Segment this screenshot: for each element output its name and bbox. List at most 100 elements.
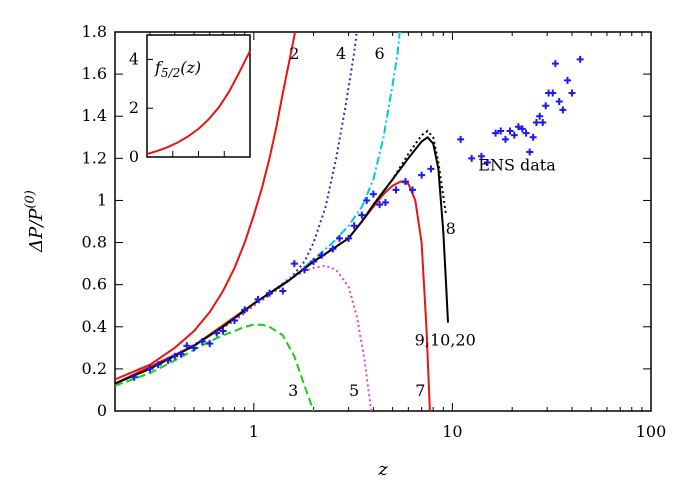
y-tick-label: 0.4: [82, 317, 107, 336]
ens-data-point: [506, 127, 514, 135]
y-axis: 0 0.2 0.4 0.6 0.8 1 1.2 1.4 1.6 1.8: [82, 22, 651, 420]
inset-label-sub: 5/2: [161, 66, 180, 80]
x-axis: 1 10 100: [114, 32, 667, 441]
main-plot: 0 0.2 0.4 0.6 0.8 1 1.2 1.4 1.6 1.8 1 10 100 2 4 6 3 5 7…: [82, 22, 667, 441]
y-axis-title-main: ΔP/P: [26, 208, 47, 253]
ens-data-point: [290, 260, 298, 268]
ens-data-point: [564, 76, 572, 84]
y-tick-label: 1.2: [82, 148, 107, 167]
ens-data-point: [555, 97, 563, 105]
y-tick-label: 0: [97, 401, 107, 420]
inset-label-arg: (z): [180, 58, 201, 77]
ens-data-point: [483, 159, 491, 167]
y-tick-label: 1.8: [82, 22, 107, 41]
curve-2: [115, 32, 297, 381]
ens-data-point: [146, 365, 154, 373]
ens-data-point: [492, 129, 500, 137]
ens-data-point: [522, 129, 530, 137]
curve-9-10-20: [115, 135, 449, 385]
ens-data-point: [497, 127, 505, 135]
ens-data-point: [154, 361, 162, 369]
ens-data-point: [427, 165, 435, 173]
curve-label-4: 4: [336, 44, 346, 63]
ens-data-point: [198, 338, 206, 346]
y-tick-label: 1.6: [82, 64, 107, 83]
inset-plot: 0 2 4 f5/2(z): [129, 34, 251, 166]
ens-data-point: [190, 344, 198, 352]
ens-data-label: ENS data: [478, 156, 556, 175]
ens-data-point: [266, 289, 274, 297]
x-tick-label: 10: [442, 422, 462, 441]
inset-label: f5/2(z): [154, 58, 201, 80]
x-tick-label: 1: [249, 422, 259, 441]
y-tick-label: 0.6: [82, 275, 107, 294]
ens-data-point: [301, 266, 309, 274]
ens-data-point: [183, 342, 191, 350]
y-tick-label: 0.2: [82, 359, 107, 378]
curve-7: [115, 180, 431, 411]
ens-data-point: [345, 234, 353, 242]
curve-5: [115, 264, 373, 411]
ens-data-point: [231, 316, 239, 324]
ens-data-point: [130, 373, 138, 381]
curve-label-5: 5: [349, 381, 359, 400]
y-tick-label: 0.8: [82, 233, 107, 252]
ens-data-point: [501, 135, 509, 143]
inset-f52-curve: [146, 50, 251, 156]
ens-data-point: [358, 211, 366, 219]
ens-data-point: [532, 119, 540, 127]
ens-data-point: [539, 119, 547, 127]
curve-label-7: 7: [415, 381, 425, 400]
ens-data-point: [468, 154, 476, 162]
ens-data-point: [510, 131, 518, 139]
curve-label-6: 6: [375, 44, 385, 63]
inset-y-tick-label: 0: [129, 147, 139, 166]
curve-label-9-10-20: 9,10,20: [415, 330, 476, 349]
inset-y-tick-label: 2: [129, 98, 139, 117]
inset-curve: [146, 50, 251, 156]
ens-data-point: [310, 258, 318, 266]
curve-labels: 2 4 6 3 5 7 8 9,10,20 ENS data: [288, 44, 556, 400]
ens-data-point: [526, 148, 534, 156]
ens-data-point: [551, 60, 559, 68]
ens-data-point: [576, 55, 584, 63]
ens-data-point: [409, 186, 417, 194]
ens-data-point: [279, 287, 287, 295]
ens-data-point: [363, 196, 371, 204]
y-axis-title: ΔP/P(0): [23, 190, 47, 253]
ens-data-point: [518, 125, 526, 133]
inset-frame: [146, 34, 251, 158]
ens-data-point: [241, 306, 249, 314]
ens-data-point: [418, 171, 426, 179]
ens-data-point: [542, 102, 550, 110]
ens-data-point: [177, 350, 185, 358]
ens-data-point: [318, 251, 326, 259]
curve-label-3: 3: [288, 381, 298, 400]
ens-data-point: [329, 245, 337, 253]
ens-data-point: [457, 135, 465, 143]
curve-label-2: 2: [289, 44, 299, 63]
inset-y-axis: 0 2 4: [129, 49, 225, 166]
x-tick-label: 100: [636, 422, 667, 441]
ens-data-point: [213, 329, 221, 337]
ens-data-point: [529, 133, 537, 141]
ens-data-point: [536, 112, 544, 120]
ens-data-point: [568, 89, 576, 97]
ens-data-point: [381, 199, 389, 207]
ens-data-point: [477, 152, 485, 160]
ens-data-point: [376, 201, 384, 209]
ens-data-point: [401, 177, 409, 185]
y-tick-label: 1: [97, 190, 107, 209]
ens-data-points: [130, 55, 584, 381]
curve-label-8: 8: [446, 219, 456, 238]
ens-data-point: [219, 327, 227, 335]
ens-data-point: [335, 234, 343, 242]
y-tick-label: 1.4: [82, 106, 107, 125]
plot-frame: [114, 31, 652, 412]
ens-data-point: [254, 295, 262, 303]
ens-data-point: [206, 340, 214, 348]
inset-label-main: f: [154, 58, 164, 77]
ens-data-point: [164, 356, 172, 364]
ens-data-point: [559, 106, 567, 114]
